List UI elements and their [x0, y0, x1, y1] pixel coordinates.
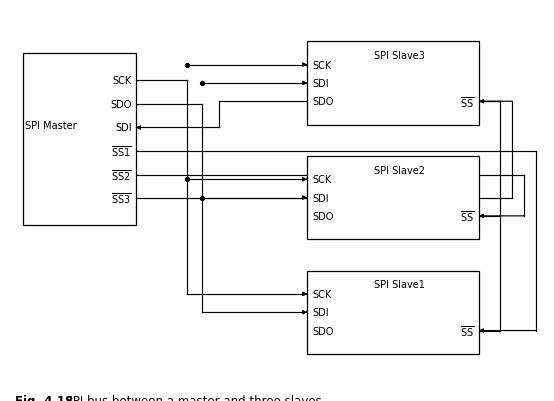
Text: SPI Slave3: SPI Slave3 [374, 51, 425, 61]
Text: $\overline{\mathdefault{SS}}$: $\overline{\mathdefault{SS}}$ [460, 323, 474, 338]
Bar [307, 271, 479, 354]
Text: SPI Slave2: SPI Slave2 [374, 165, 425, 175]
Bar [307, 156, 479, 240]
Text: SPI Slave1: SPI Slave1 [374, 279, 425, 290]
Text: SCK: SCK [312, 175, 331, 185]
Text: SDO: SDO [312, 97, 334, 107]
Text: $\overline{\mathdefault{SS}}$: $\overline{\mathdefault{SS}}$ [460, 95, 474, 109]
Text: SCK: SCK [312, 61, 331, 71]
Bar [23, 54, 136, 225]
Text: SPI Master: SPI Master [25, 121, 76, 131]
Text: SDI: SDI [312, 193, 329, 203]
Text: SCK: SCK [112, 76, 132, 86]
Text: SDI: SDI [115, 123, 132, 133]
Text: $\overline{\mathdefault{SS3}}$: $\overline{\mathdefault{SS3}}$ [111, 191, 132, 206]
Bar [307, 42, 479, 125]
Text: SPI bus between a master and three slaves: SPI bus between a master and three slave… [59, 395, 322, 401]
Text: SDO: SDO [312, 326, 334, 336]
Text: SDO: SDO [111, 100, 132, 110]
Text: SDO: SDO [312, 211, 334, 221]
Text: $\overline{\mathdefault{SS}}$: $\overline{\mathdefault{SS}}$ [460, 209, 474, 224]
Text: $\overline{\mathdefault{SS2}}$: $\overline{\mathdefault{SS2}}$ [111, 168, 132, 182]
Text: Fig. 4.18: Fig. 4.18 [16, 395, 74, 401]
Text: SDI: SDI [312, 308, 329, 318]
Text: SCK: SCK [312, 289, 331, 299]
Text: $\overline{\mathdefault{SS1}}$: $\overline{\mathdefault{SS1}}$ [111, 144, 132, 159]
Text: SDI: SDI [312, 79, 329, 89]
